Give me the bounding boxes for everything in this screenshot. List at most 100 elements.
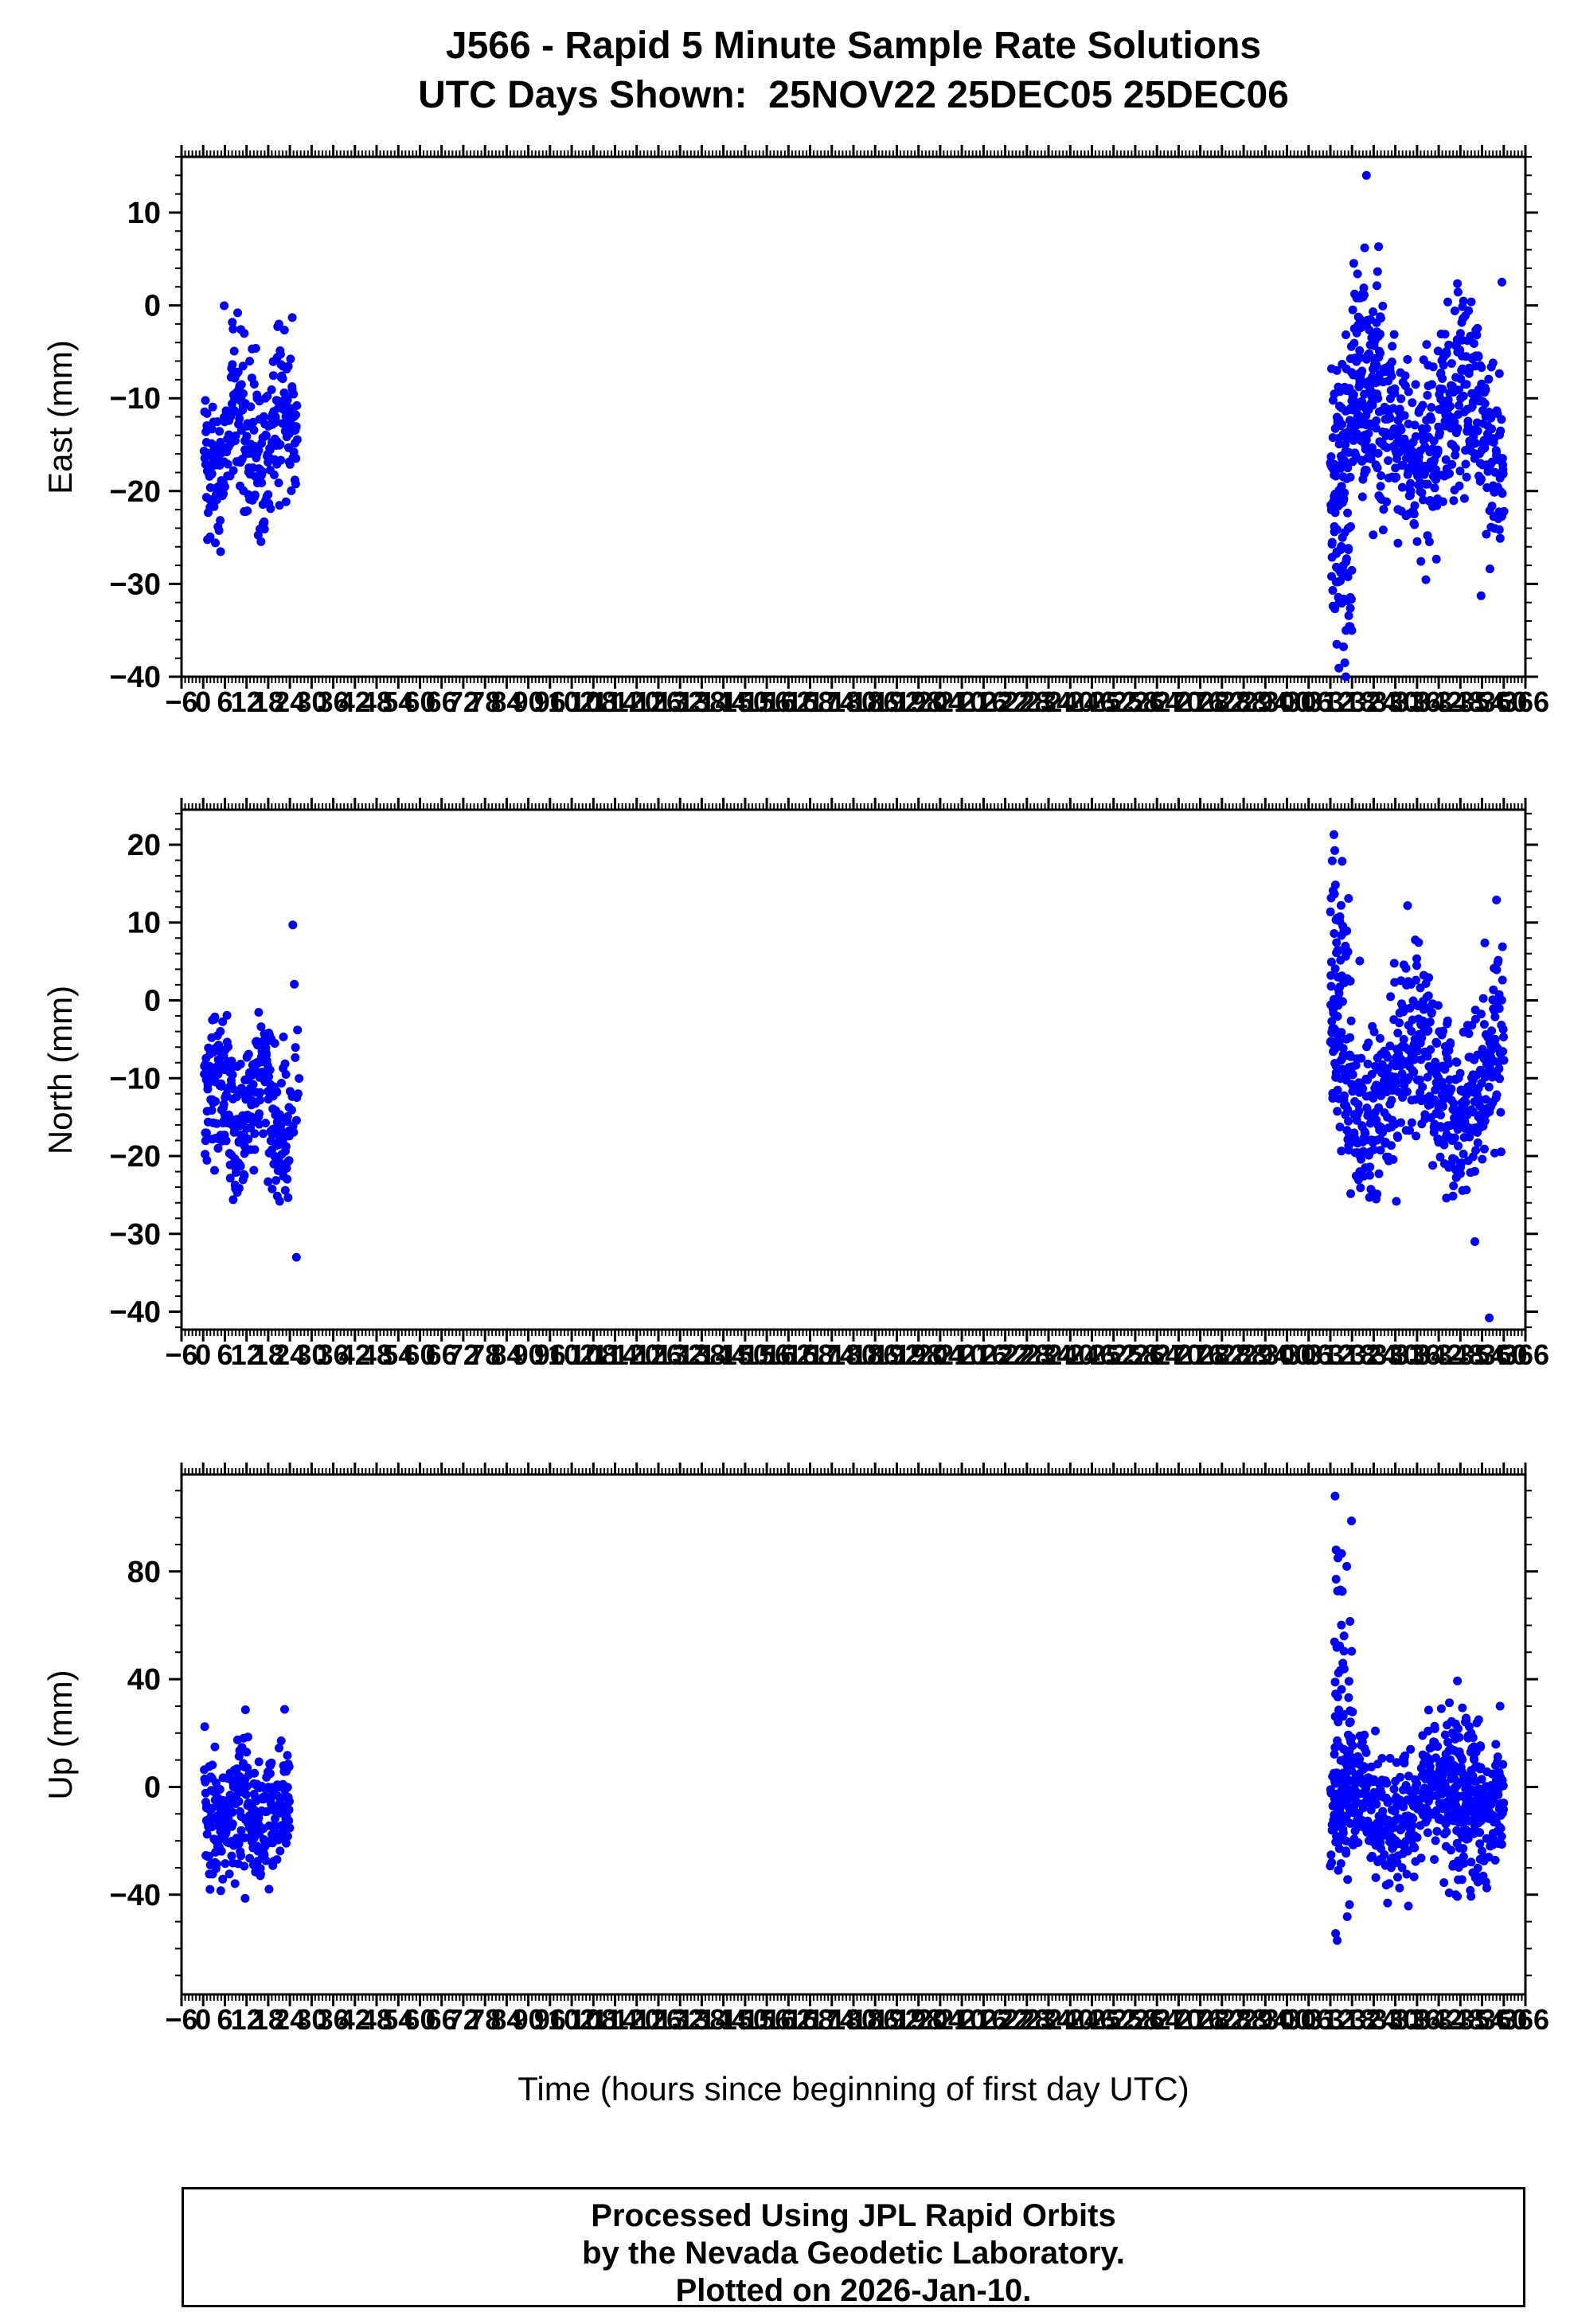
x-tick-label: 90	[513, 1338, 545, 1371]
x-tick-label: 96	[534, 2003, 566, 2036]
x-tick-label: 108	[569, 1338, 617, 1371]
x-tick-label: 264	[1133, 2003, 1181, 2036]
x-tick-label: 18	[252, 685, 284, 718]
x-tick-label: 36	[318, 2003, 350, 2036]
x-tick-label: 252	[1090, 1338, 1138, 1371]
x-tick-label: 30	[295, 685, 327, 718]
x-tick-label: 192	[873, 685, 920, 718]
x-tick-label: 132	[656, 2003, 704, 2036]
x-tick-label: 318	[1328, 685, 1376, 718]
x-tick-label: 222	[982, 2003, 1029, 2036]
plot-frame	[180, 1473, 1527, 1996]
x-tick-label: 186	[851, 2003, 899, 2036]
x-tick-label: 228	[1003, 1338, 1051, 1371]
x-tick-label: 150	[721, 685, 769, 718]
north-scatter-points	[200, 830, 1509, 1322]
x-tick-label: 300	[1263, 685, 1310, 718]
x-tick-label: 198	[895, 685, 943, 718]
x-tick-label: 324	[1349, 2003, 1397, 2036]
y-tick-label: −40	[110, 1879, 161, 1912]
x-tick-label: 72	[447, 685, 479, 718]
x-tick-label: 366	[1502, 2003, 1549, 2036]
x-tick-label: 264	[1133, 685, 1181, 718]
x-tick-label: 336	[1393, 2003, 1441, 2036]
x-tick-label: 300	[1263, 2003, 1310, 2036]
x-tick-label: 210	[938, 2003, 986, 2036]
x-tick-label: 168	[786, 1338, 834, 1371]
y-tick-label: 20	[127, 829, 161, 862]
x-tick-label: 342	[1415, 1338, 1463, 1371]
x-tick-label: 366	[1502, 685, 1549, 718]
x-tick-label: 162	[764, 2003, 812, 2036]
x-tick-label: 144	[700, 2003, 748, 2036]
x-tick-label: 162	[764, 685, 812, 718]
x-tick-label: 84	[490, 1338, 522, 1371]
x-tick-label: 294	[1241, 1338, 1289, 1371]
x-tick-label: 30	[295, 2003, 327, 2036]
y-tick-label: 10	[127, 907, 161, 940]
x-tick-label: 96	[534, 685, 566, 718]
x-tick-label: 192	[873, 2003, 920, 2036]
x-tick-label: 330	[1372, 1338, 1420, 1371]
x-tick-label: 324	[1349, 1338, 1397, 1371]
y-tick-label: 0	[144, 985, 161, 1018]
x-tick-label: 306	[1285, 2003, 1333, 2036]
x-tick-label: 72	[447, 2003, 479, 2036]
x-tick-label: 180	[830, 685, 877, 718]
x-tick-label: 30	[295, 1338, 327, 1371]
x-tick-label: 84	[490, 685, 522, 718]
x-tick-label: 360	[1480, 685, 1528, 718]
x-tick-label: 174	[808, 2003, 856, 2036]
x-tick-label: 6	[217, 685, 232, 718]
x-tick-label: 150	[721, 1338, 769, 1371]
x-tick-label: 240	[1046, 685, 1094, 718]
x-axis-label: Time (hours since beginning of first day…	[517, 2070, 1189, 2107]
x-tick-label: 216	[959, 685, 1007, 718]
x-tick-label: 54	[382, 1338, 414, 1371]
x-tick-label: 348	[1436, 2003, 1484, 2036]
x-tick-label: 48	[361, 1338, 392, 1371]
x-tick-label: 24	[274, 1338, 306, 1371]
x-tick-label: 138	[678, 685, 725, 718]
x-tick-label: 288	[1220, 1338, 1267, 1371]
x-tick-label: 222	[982, 1338, 1029, 1371]
x-tick-label: 12	[231, 685, 263, 718]
x-tick-label: −6	[165, 2003, 197, 2036]
x-tick-label: 24	[274, 685, 306, 718]
x-tick-label: 144	[700, 1338, 748, 1371]
footer-line-2: by the Nevada Geodetic Laboratory.	[582, 2236, 1125, 2271]
x-tick-label: 300	[1263, 1338, 1310, 1371]
x-tick-label: 0	[195, 685, 211, 718]
x-tick-label: 54	[382, 685, 414, 718]
x-tick-label: 258	[1111, 685, 1159, 718]
x-tick-label: 42	[339, 685, 371, 718]
footer-line-1: Processed Using JPL Rapid Orbits	[591, 2198, 1116, 2233]
x-tick-label: 54	[382, 2003, 414, 2036]
x-tick-label: 102	[548, 2003, 596, 2036]
up-scatter-points	[200, 1491, 1509, 1945]
x-tick-label: 18	[252, 2003, 284, 2036]
x-tick-label: 114	[592, 2003, 638, 2036]
x-tick-label: 192	[873, 1338, 920, 1371]
x-tick-label: 132	[656, 1338, 704, 1371]
x-tick-label: 312	[1306, 1338, 1354, 1371]
x-tick-label: 210	[938, 685, 986, 718]
x-tick-label: 168	[786, 685, 834, 718]
x-tick-label: 204	[916, 1338, 964, 1371]
x-tick-label: 156	[743, 2003, 791, 2036]
x-tick-label: 198	[895, 1338, 943, 1371]
y-tick-label: −30	[110, 568, 161, 601]
x-tick-label: 294	[1241, 685, 1289, 718]
x-tick-label: 246	[1068, 2003, 1115, 2036]
x-tick-label: 306	[1285, 1338, 1333, 1371]
x-tick-label: 306	[1285, 685, 1333, 718]
x-tick-label: 360	[1480, 2003, 1528, 2036]
x-tick-label: 270	[1154, 685, 1202, 718]
x-tick-label: 228	[1003, 685, 1051, 718]
x-tick-label: 24	[274, 2003, 306, 2036]
x-tick-label: 234	[1025, 1338, 1072, 1371]
plot-frame	[180, 808, 1527, 1331]
x-tick-label: 180	[830, 2003, 877, 2036]
y-tick-label: 0	[144, 290, 161, 323]
